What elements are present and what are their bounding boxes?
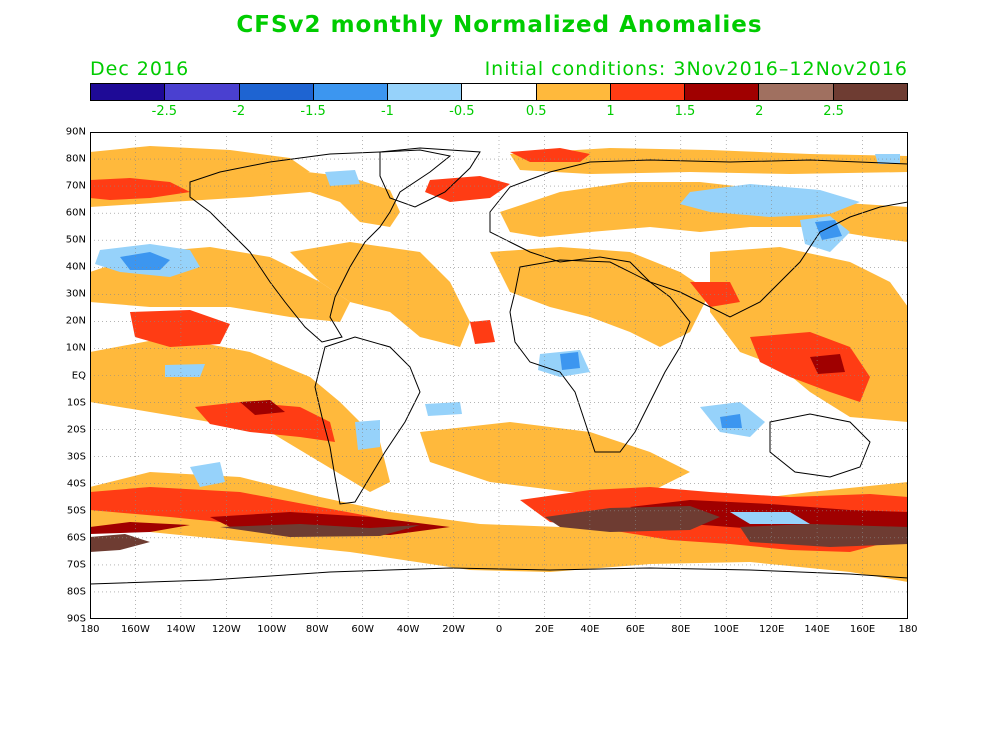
longitude-label: 60E	[625, 624, 645, 635]
latitude-label: 10N	[65, 342, 86, 354]
latitude-label: 30S	[66, 451, 86, 463]
longitude-label: 40E	[580, 624, 600, 635]
longitude-label: 180	[898, 624, 918, 635]
longitude-label: 180	[80, 624, 100, 635]
colorbar-cell	[239, 84, 314, 100]
latitude-label: 40S	[66, 478, 86, 490]
colorbar-cell	[462, 84, 537, 100]
coastlines	[90, 147, 908, 585]
latitude-label: 90S	[66, 613, 86, 625]
south-america-coast	[314, 336, 421, 505]
latitude-label: 60S	[66, 532, 86, 544]
colorbar-label: -0.5	[449, 104, 475, 119]
latitude-label: 70N	[65, 180, 86, 192]
anomaly-fields	[90, 146, 908, 582]
longitude-label: 0	[495, 624, 503, 635]
latitude-label: 50S	[66, 505, 86, 517]
colorbar-cell	[610, 84, 686, 100]
anomaly-gt-2	[90, 506, 908, 552]
latitude-label: 30N	[65, 288, 86, 300]
colorbar-cell	[536, 84, 611, 100]
longitude-label: 140W	[166, 624, 196, 635]
longitude-label: 120W	[211, 624, 241, 635]
colorbar-cell	[685, 84, 760, 100]
longitude-label: 20E	[534, 624, 554, 635]
colorbar-cell	[91, 84, 166, 100]
colorbar-label: -1.5	[300, 104, 326, 119]
latitude-label: 20N	[65, 315, 86, 327]
longitude-label: 20W	[442, 624, 465, 635]
africa-coast	[509, 259, 691, 453]
longitude-label: 160E	[849, 624, 876, 635]
anomaly-map	[90, 132, 908, 619]
longitude-label: 100E	[713, 624, 739, 635]
chart-title: CFSv2 monthly Normalized Anomalies	[236, 12, 763, 38]
latitude-label: 40N	[65, 261, 86, 273]
colorbar-cell	[388, 84, 463, 100]
longitude-label: 120E	[758, 624, 785, 635]
colorbar-label: 2.5	[823, 104, 844, 119]
colorbar-label: 1.5	[674, 104, 696, 119]
longitude-label: 100W	[257, 624, 287, 635]
colorbar-label: -2	[232, 104, 246, 119]
longitude-label: 40W	[396, 624, 420, 635]
colorbar	[90, 83, 908, 101]
latitude-label: EQ	[71, 370, 86, 381]
longitude-label: 140E	[804, 624, 830, 635]
eurasia-coast	[489, 159, 908, 318]
map-frame	[90, 132, 908, 619]
longitude-label: 80E	[671, 624, 691, 635]
colorbar-cell	[165, 84, 240, 100]
longitude-label: 60W	[351, 624, 374, 635]
colorbar-cell	[759, 84, 834, 100]
latitude-label: 80N	[65, 153, 86, 165]
latitude-label: 60N	[65, 207, 86, 219]
colorbar-label: -2.5	[151, 104, 178, 119]
latitude-label: 50N	[65, 234, 86, 246]
colorbar-label: 0.5	[525, 104, 547, 119]
colorbar-label: 1	[606, 104, 615, 119]
initial-conditions: Initial conditions: 3Nov2016–12Nov2016	[484, 58, 908, 80]
antarctica-coast	[90, 567, 908, 585]
colorbar-cell	[313, 84, 389, 100]
map-gridlines	[90, 132, 908, 619]
anomaly-neg1-1p5	[120, 220, 842, 428]
colorbar-label: 2	[755, 104, 764, 119]
colorbar-cell	[833, 84, 907, 100]
longitude-label: 80W	[305, 624, 329, 635]
latitude-label: 20S	[66, 424, 86, 436]
australia-coast	[769, 413, 871, 478]
longitude-label: 160W	[120, 624, 150, 635]
forecast-month: Dec 2016	[90, 58, 190, 80]
latitude-label: 10S	[66, 397, 86, 409]
latitude-label: 80S	[66, 586, 86, 598]
latitude-label: 90N	[65, 126, 86, 138]
greenland-coast	[379, 147, 481, 208]
colorbar-label: -1	[380, 104, 394, 119]
latitude-label: 70S	[66, 559, 86, 571]
